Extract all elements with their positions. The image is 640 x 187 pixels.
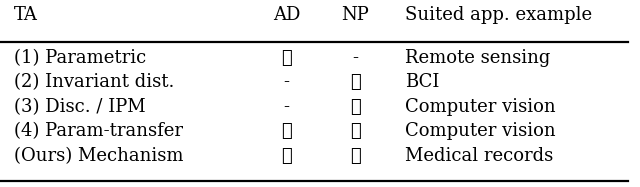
Text: BCI: BCI (405, 73, 440, 91)
Text: (4) Param-transfer: (4) Param-transfer (14, 122, 183, 140)
Text: ✓: ✓ (350, 147, 360, 165)
Text: -: - (284, 73, 289, 91)
Text: Computer vision: Computer vision (405, 98, 556, 116)
Text: NP: NP (341, 6, 369, 24)
Text: Medical records: Medical records (405, 147, 554, 165)
Text: -: - (352, 49, 358, 67)
Text: Computer vision: Computer vision (405, 122, 556, 140)
Text: ✓: ✓ (350, 73, 360, 91)
Text: TA: TA (14, 6, 38, 24)
Text: AD: AD (273, 6, 300, 24)
Text: Remote sensing: Remote sensing (405, 49, 550, 67)
Text: (1) Parametric: (1) Parametric (14, 49, 146, 67)
Text: (2) Invariant dist.: (2) Invariant dist. (14, 73, 174, 91)
Text: ✓: ✓ (281, 49, 292, 67)
Text: ✓: ✓ (350, 98, 360, 116)
Text: (3) Disc. / IPM: (3) Disc. / IPM (14, 98, 145, 116)
Text: -: - (284, 98, 289, 116)
Text: (Ours) Mechanism: (Ours) Mechanism (14, 147, 184, 165)
Text: ✓: ✓ (281, 122, 292, 140)
Text: Suited app. example: Suited app. example (405, 6, 593, 24)
Text: ✓: ✓ (350, 122, 360, 140)
Text: ✓: ✓ (281, 147, 292, 165)
